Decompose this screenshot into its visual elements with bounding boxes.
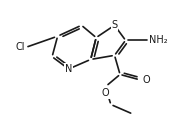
- Text: Cl: Cl: [15, 42, 25, 52]
- Text: N: N: [65, 64, 72, 74]
- Text: O: O: [142, 75, 150, 85]
- Text: NH₂: NH₂: [149, 35, 168, 45]
- Text: O: O: [102, 88, 109, 98]
- Text: S: S: [112, 20, 118, 30]
